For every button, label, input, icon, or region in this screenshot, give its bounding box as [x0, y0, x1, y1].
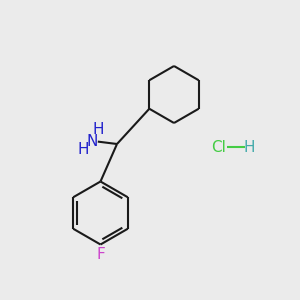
Text: Cl: Cl	[212, 140, 226, 154]
Text: H: H	[92, 122, 103, 137]
Text: F: F	[96, 247, 105, 262]
Text: H: H	[77, 142, 88, 157]
Text: N: N	[87, 134, 98, 148]
Text: H: H	[243, 140, 255, 154]
